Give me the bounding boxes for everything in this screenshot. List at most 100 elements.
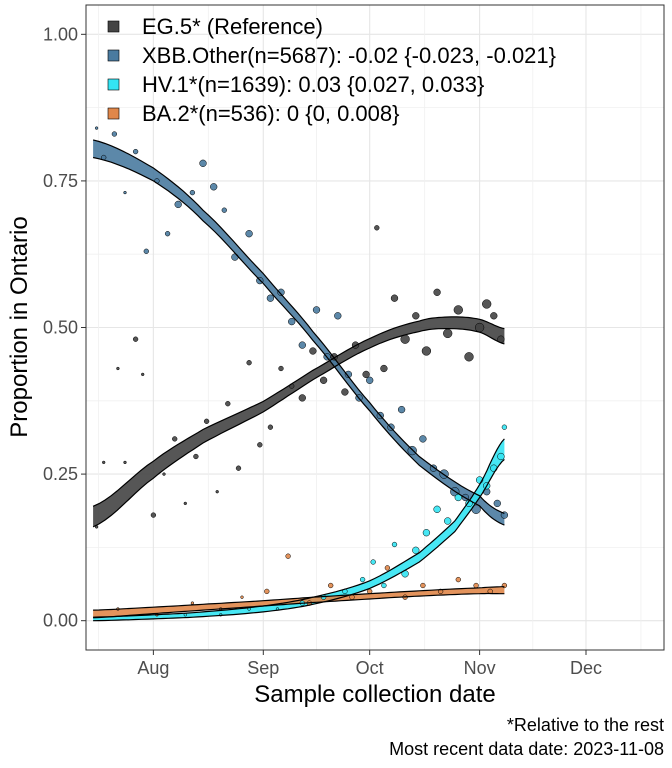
- eg5-point: [341, 388, 349, 396]
- x-axis-title: Sample collection date: [254, 681, 495, 708]
- eg5-point: [380, 364, 388, 373]
- eg5-point: [203, 418, 210, 424]
- eg5-point: [362, 370, 370, 379]
- eg5-point: [150, 512, 157, 518]
- hv1-point: [433, 505, 441, 513]
- xbb-other-point: [407, 445, 417, 456]
- caption-line-1: *Relative to the rest: [507, 715, 664, 735]
- grid: [86, 5, 664, 650]
- eg5-ci-lower-line: [92, 328, 505, 528]
- axes: 0.00 0.25 0.50 0.75 1.00 Aug Sep Oct Nov Dec: [43, 24, 602, 678]
- ba2-point: [455, 576, 461, 583]
- eg5-point: [132, 336, 139, 342]
- hv1-point: [422, 529, 431, 537]
- hv1-point: [444, 517, 452, 525]
- xbb-other-legend-key: [107, 49, 120, 62]
- eg5-legend-key: [107, 20, 120, 33]
- x-tick-label: Oct: [356, 658, 384, 678]
- hv1-point: [501, 424, 508, 430]
- y-tick-label: 0.00: [43, 611, 78, 631]
- eg5-point: [482, 299, 492, 309]
- eg5-point: [443, 328, 453, 339]
- eg5-point: [102, 460, 106, 465]
- xbb-other-point: [143, 248, 149, 254]
- xbb-other-point: [298, 341, 306, 349]
- ba2-point: [264, 588, 270, 595]
- xbb-other-point: [111, 131, 118, 137]
- legend: EG.5* (Reference) XBB.Other(n=5687): -0.0…: [105, 14, 556, 126]
- xbb-other-point: [334, 312, 342, 320]
- ci-bands: [93, 139, 505, 621]
- eg5-point: [193, 453, 199, 460]
- eg5-point: [183, 501, 187, 506]
- y-tick-label: 0.50: [43, 318, 78, 338]
- eg5-point: [412, 312, 420, 320]
- xbb-other-point: [123, 190, 127, 195]
- eg5-point: [433, 288, 441, 296]
- eg5-point: [172, 436, 178, 442]
- eg5-point: [453, 305, 463, 315]
- hv1-legend-key: [107, 78, 120, 91]
- eg5-legend-label: EG.5* (Reference): [142, 14, 323, 39]
- xbb-other-point: [277, 288, 285, 296]
- hv1-point: [381, 582, 387, 589]
- xbb-other-point: [189, 189, 196, 196]
- hv1-point: [370, 559, 376, 565]
- xbb-other-point: [397, 405, 406, 414]
- hv1-point: [412, 546, 420, 554]
- xbb-other-point: [132, 148, 139, 155]
- fit-lines: [92, 139, 505, 622]
- xbb-other-point: [199, 159, 207, 167]
- y-tick-label: 0.75: [43, 171, 78, 191]
- xbb-other-point: [174, 200, 182, 209]
- ba2-ci-lower-line: [93, 592, 505, 619]
- ba2-point: [190, 601, 195, 605]
- y-axis-title: Proportion in Ontario: [6, 216, 33, 437]
- eg5-point: [309, 347, 317, 355]
- y-tick-label: 1.00: [43, 24, 78, 44]
- hv1-point: [497, 452, 505, 461]
- caption-line-2: Most recent data date: 2023-11-08: [389, 739, 664, 759]
- ba2-point: [420, 582, 426, 589]
- hv1-ci-lower-line: [93, 458, 505, 622]
- hv1-point: [359, 576, 366, 583]
- xbb-other-point: [312, 306, 321, 314]
- eg5-point: [298, 394, 306, 402]
- hv1-legend-label: HV.1*(n=1639): 0.03 {0.027, 0.033}: [142, 72, 484, 97]
- xbb-other-point: [493, 499, 501, 508]
- ba2-point: [473, 582, 479, 589]
- x-tick-label: Nov: [464, 658, 496, 678]
- xbb-other-point: [94, 126, 99, 130]
- eg5-point: [421, 346, 432, 356]
- xbb-other-point: [500, 511, 509, 519]
- ba2-point: [384, 565, 391, 571]
- ba2-ci-upper-line: [93, 586, 505, 611]
- x-tick-label: Sep: [247, 658, 279, 678]
- xbb-other-point: [266, 294, 275, 302]
- ba2-point: [240, 595, 244, 599]
- xbb-other-point: [221, 207, 227, 213]
- eg5-point: [490, 312, 498, 320]
- eg5-point: [390, 294, 399, 302]
- eg5-point: [116, 366, 120, 371]
- xbb-other-point: [366, 376, 374, 384]
- xbb-other-point: [164, 231, 171, 237]
- eg5-point: [225, 401, 231, 407]
- eg5-point: [246, 360, 252, 366]
- eg5-point: [267, 424, 274, 430]
- xbb-other-point: [344, 370, 353, 379]
- x-tick-label: Aug: [137, 658, 169, 678]
- ba2-legend-key: [107, 107, 120, 120]
- xbb-other-ci-upper-line: [92, 139, 505, 514]
- eg5-point: [123, 460, 127, 465]
- xbb-other-point: [288, 317, 296, 326]
- eg5-point: [464, 352, 474, 362]
- x-tick-label: Dec: [570, 658, 602, 678]
- xbb-other-ci-lower-line: [92, 156, 505, 526]
- xbb-other-point: [419, 435, 427, 443]
- xbb-other-point: [245, 230, 253, 238]
- eg5-point: [474, 322, 485, 333]
- eg5-point: [257, 442, 263, 448]
- ba2-ci-band: [93, 586, 505, 618]
